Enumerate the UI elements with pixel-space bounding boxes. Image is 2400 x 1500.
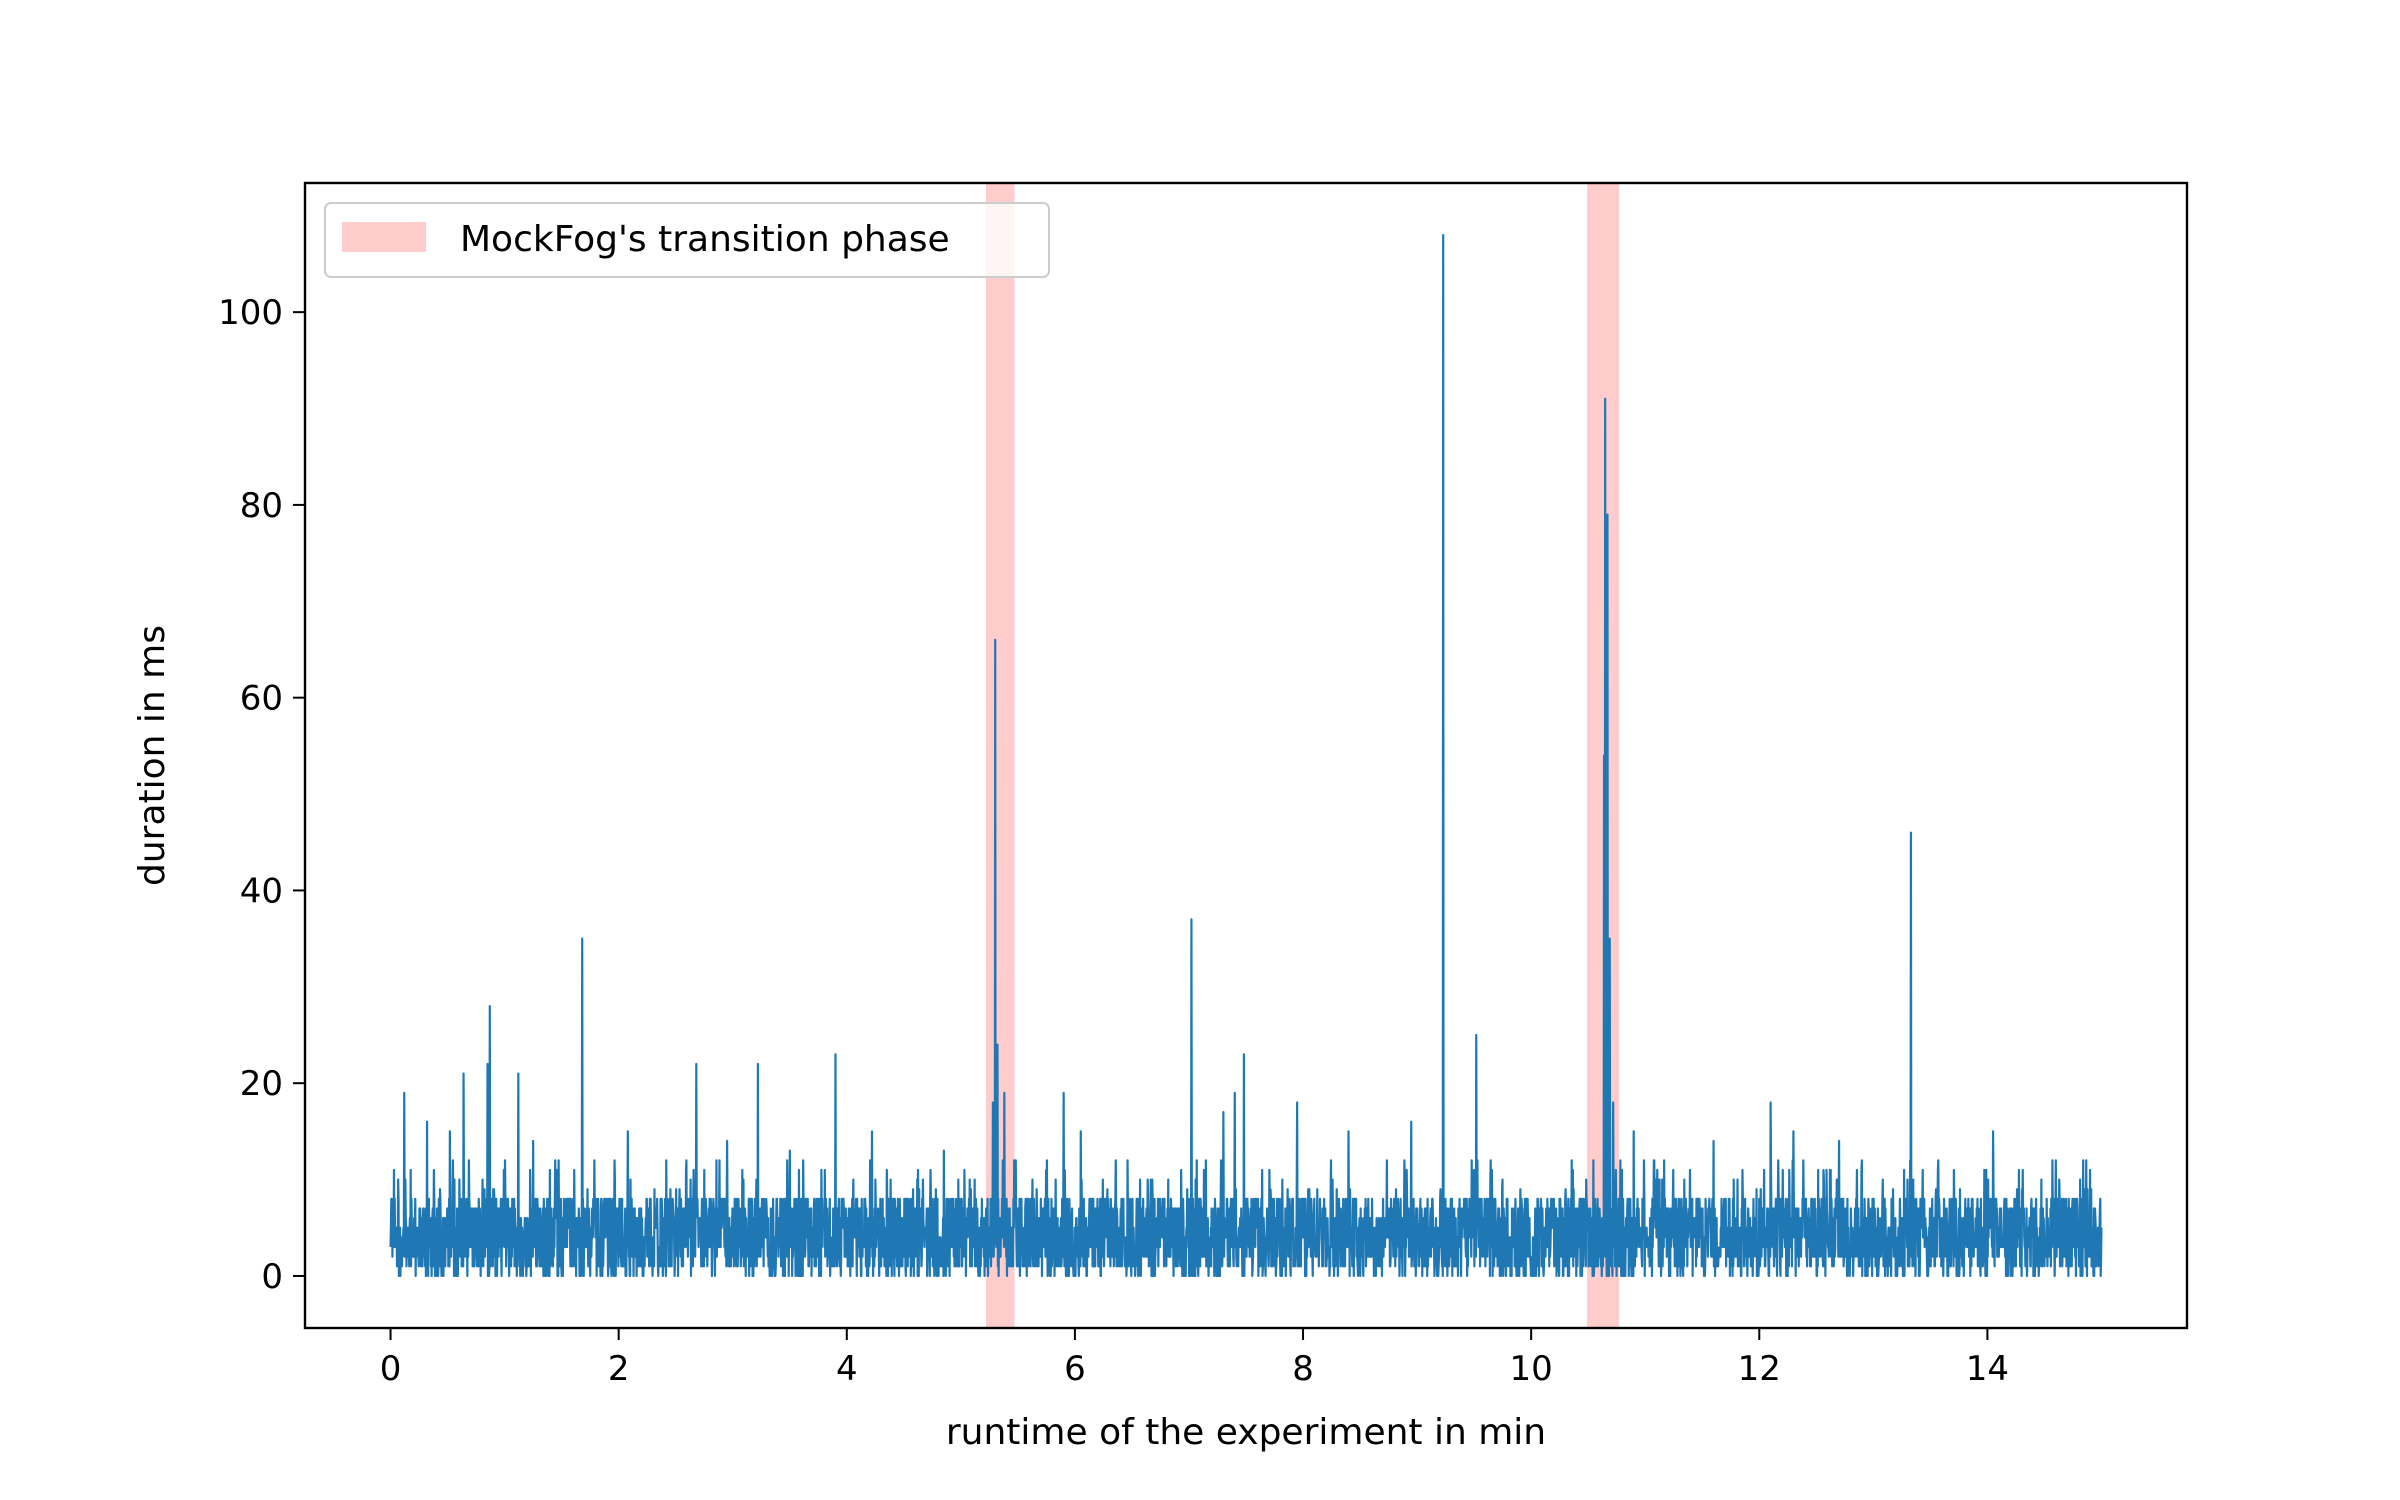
x-tick-label: 10 [1510, 1349, 1553, 1389]
x-tick-label: 0 [380, 1349, 402, 1389]
legend: MockFog's transition phase [324, 202, 1050, 278]
x-tick-label: 4 [836, 1349, 858, 1389]
x-axis: 0 2 4 6 8 10 12 14 [380, 1328, 2009, 1389]
series-line [389, 233, 2103, 1278]
legend-label: MockFog's transition phase [460, 219, 950, 260]
legend-box [324, 202, 1050, 278]
x-axis-title: runtime of the experiment in min [946, 1412, 1546, 1453]
y-axis: 0 20 40 60 80 100 [218, 293, 305, 1297]
y-tick-label: 0 [261, 1257, 283, 1297]
y-tick-label: 100 [218, 293, 283, 333]
x-tick-label: 8 [1292, 1349, 1314, 1389]
y-tick-label: 20 [240, 1064, 283, 1104]
y-tick-label: 40 [240, 871, 283, 911]
x-tick-label: 2 [608, 1349, 630, 1389]
y-tick-label: 80 [240, 486, 283, 526]
x-tick-label: 14 [1966, 1349, 2009, 1389]
y-axis-title: duration in ms [132, 625, 173, 886]
transition-span [985, 183, 1015, 1328]
axes-frame [303, 181, 2189, 1330]
series-layer [389, 233, 2103, 1278]
x-tick-label: 6 [1064, 1349, 1086, 1389]
legend-swatch [342, 222, 426, 252]
x-tick-label: 12 [1738, 1349, 1781, 1389]
y-tick-label: 60 [240, 679, 283, 719]
